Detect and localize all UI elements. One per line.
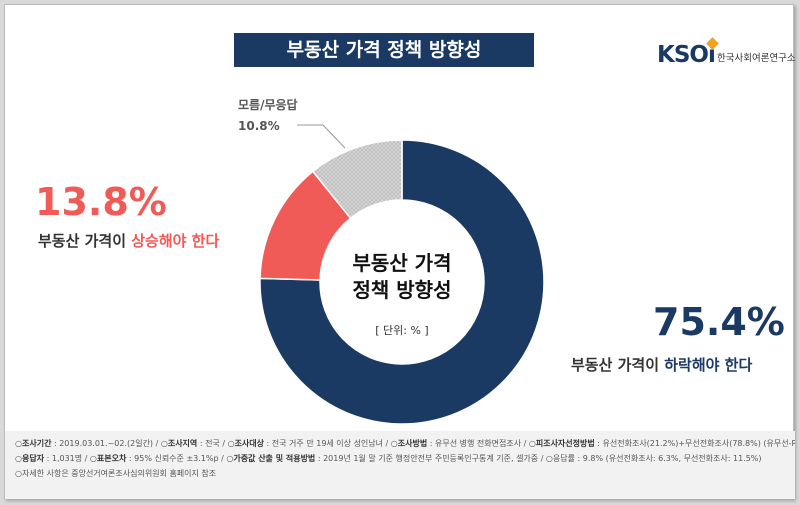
note-item: ○응답자 : 1,031명 / — [15, 454, 88, 463]
fall-label-highlight: 하락해야 한다 — [664, 356, 753, 374]
note-key: 표본오차 — [96, 454, 127, 463]
donut-slices — [259, 139, 545, 425]
note-value: : 유무선 병행 전화면접조사 / — [427, 439, 527, 448]
note-value: : 2019년 1월 말 기준 행정안전부 주민등록인구통계 기준, 셀가중 / — [315, 454, 544, 463]
center-title-line2: 정책 방향성 — [352, 278, 452, 302]
slice-dontknow — [311, 139, 403, 220]
rise-label: 부동산 가격이 상승해야 한다 — [38, 230, 219, 251]
note-value: : 2019.03.01.~02.(2일간) / — [51, 439, 159, 448]
note-key: 조사지역 — [167, 439, 198, 448]
rise-label-prefix: 부동산 가격이 — [38, 232, 132, 250]
logo-name: 한국사회여론연구소 — [717, 53, 796, 64]
dontknow-label: 모름/무응답 — [238, 98, 298, 112]
note-item: ○조사기간 : 2019.03.01.~02.(2일간) / — [15, 439, 159, 448]
notes-line-2: ○응답자 : 1,031명 / ○표본오차 : 95% 신뢰수준 ±3.1%p … — [15, 451, 785, 466]
chart-frame: 부동산 가격 정책 방향성 KSOi 한국사회여론연구소 부동산 가격 정책 방… — [4, 4, 796, 499]
note-item: ○가중값 산출 및 적용방법 : 2019년 1월 말 기준 행정안전부 주민등… — [223, 454, 544, 463]
fall-label-prefix: 부동산 가격이 — [571, 356, 665, 374]
note-key: 응답자 — [21, 454, 45, 463]
dontknow-percent: 10.8% — [238, 119, 280, 133]
note-key: 조사기간 — [21, 439, 52, 448]
note-item: ○표본오차 : 95% 신뢰수준 ±3.1%p / — [87, 454, 224, 463]
fall-percent: 75.4% — [653, 300, 785, 344]
note-item: ○피조사자선정방법 : 유선전화조사(21.2%)+무선전화조사(78.8%) … — [526, 439, 795, 448]
note-key: 가중값 산출 및 적용방법 — [233, 454, 316, 463]
unit-label: [ 단위: % ] — [375, 324, 429, 337]
note-key: 조사방법 — [397, 439, 428, 448]
notes-line-1: ○조사기간 : 2019.03.01.~02.(2일간) / ○조사지역 : 전… — [15, 436, 795, 451]
chart-title: 부동산 가격 정책 방향성 — [234, 33, 534, 67]
note-item: ○조사방법 : 유무선 병행 전화면접조사 / — [388, 439, 527, 448]
center-title-line1: 부동산 가격 — [352, 251, 452, 275]
note-item: ○조사지역 : 전국 / — [158, 439, 226, 448]
note-value: : 유선전화조사(21.2%)+무선전화조사(78.8%) (유무선-RDD 생… — [597, 439, 795, 448]
note-value: : 1,031명 / — [44, 454, 88, 463]
note-value: : 95% 신뢰수준 ±3.1%p / — [126, 454, 224, 463]
donut-center: 부동산 가격 정책 방향성 [ 단위: % ] — [322, 250, 482, 338]
gray-leader-line — [297, 124, 346, 149]
note-item: ○조사대상 : 전국 거주 만 19세 이상 성인남녀 / — [225, 439, 389, 448]
donut-chart — [259, 124, 545, 425]
note-key: 조사대상 — [234, 439, 265, 448]
note-value: 응답률 : 9.8% (유선전화조사: 6.3%, 무선전화조사: 11.5%) — [552, 454, 762, 463]
fall-label: 부동산 가격이 하락해야 한다 — [571, 354, 752, 375]
rise-percent: 13.8% — [35, 180, 167, 224]
slice-fall — [259, 139, 545, 425]
note-key: 피조사자선정방법 — [535, 439, 595, 448]
survey-notes: ○조사기간 : 2019.03.01.~02.(2일간) / ○조사지역 : 전… — [5, 431, 795, 499]
logo-word: KSOi — [657, 42, 716, 68]
notes-line-3-text: 자세한 사항은 중앙선거여론조사심의위원회 홈페이지 참조 — [21, 469, 217, 478]
note-value: : 전국 / — [197, 439, 226, 448]
rise-label-highlight: 상승해야 한다 — [131, 232, 220, 250]
notes-line-3: ○자세한 사항은 중앙선거여론조사심의위원회 홈페이지 참조 — [15, 469, 217, 478]
note-value: : 전국 거주 만 19세 이상 성인남녀 / — [264, 439, 389, 448]
note-item: ○응답률 : 9.8% (유선전화조사: 6.3%, 무선전화조사: 11.5%… — [543, 454, 762, 463]
